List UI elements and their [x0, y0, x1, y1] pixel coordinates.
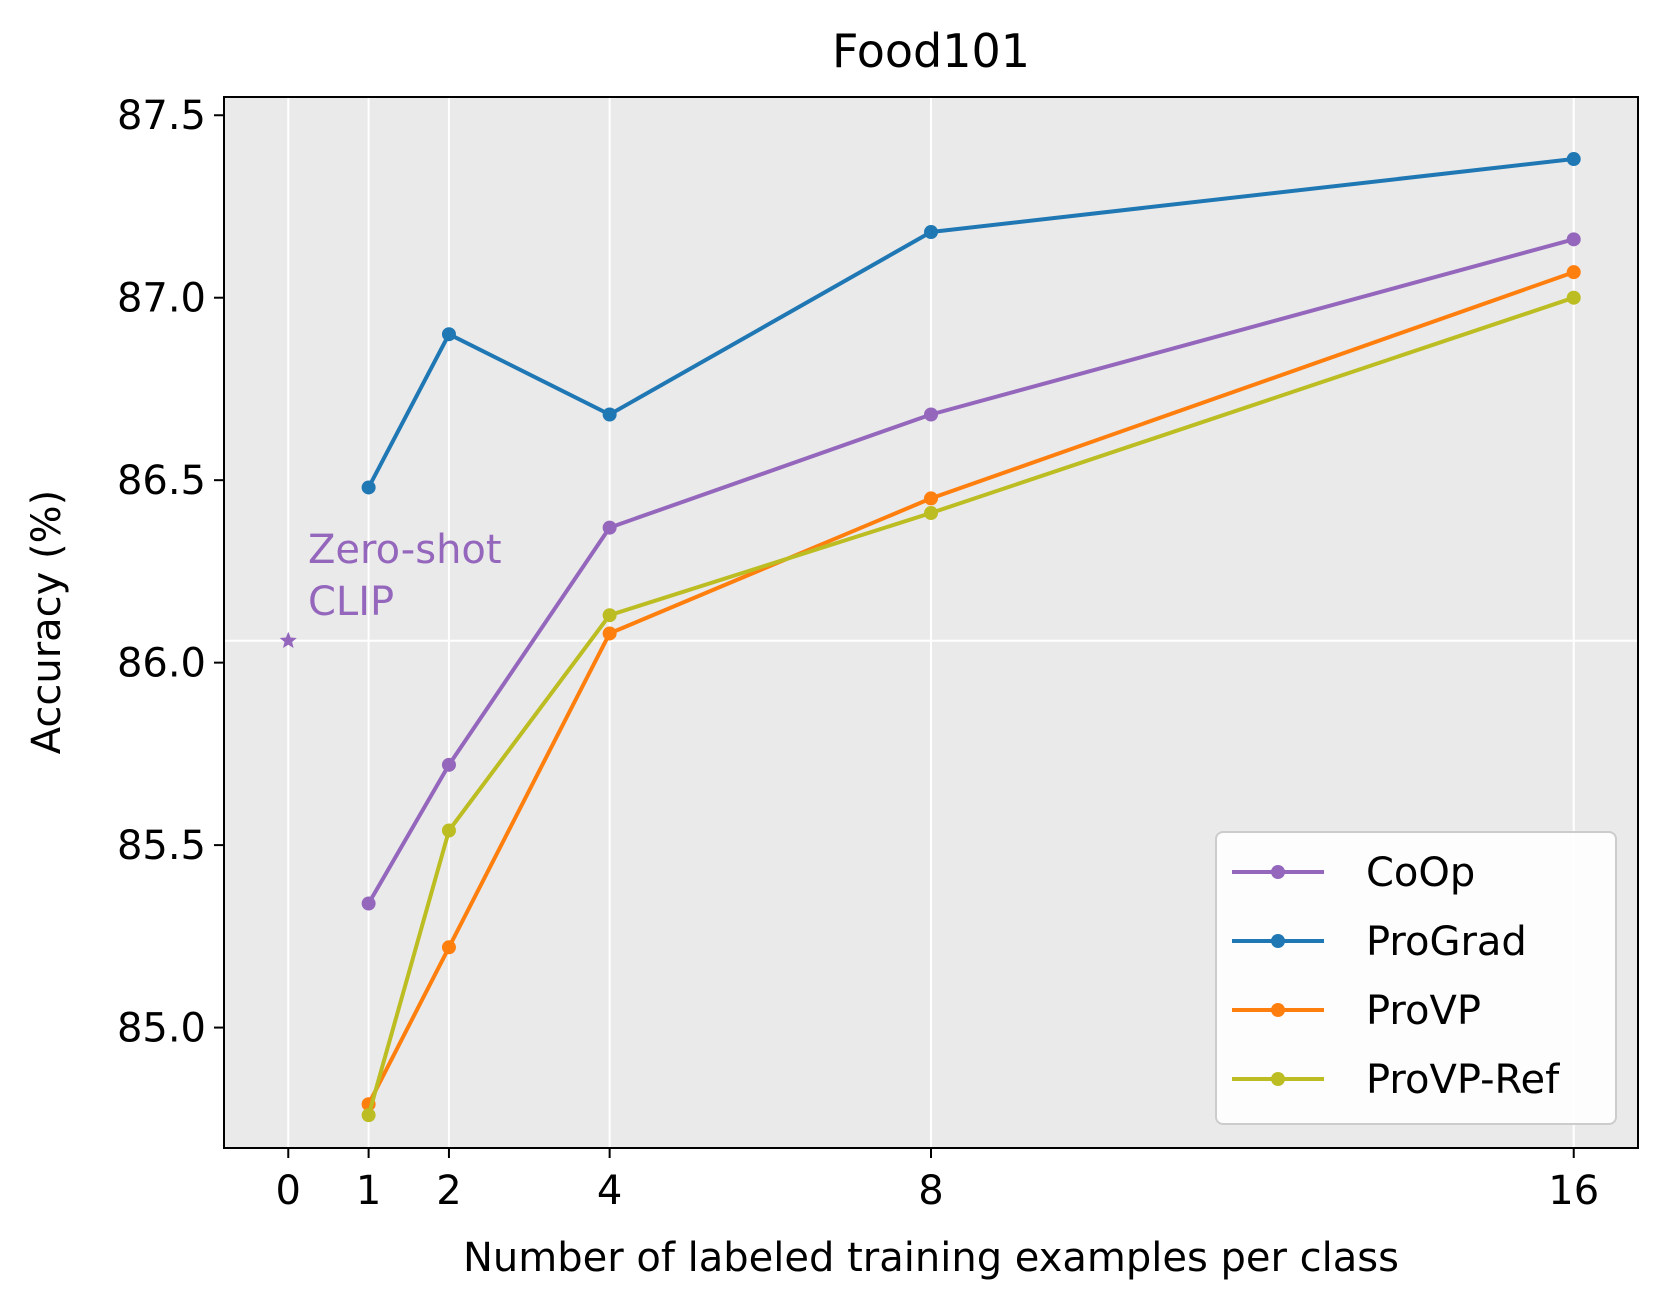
x-tick-label: 4	[597, 1168, 622, 1214]
series-provp-ref	[361, 290, 1581, 1123]
data-point-prograd	[924, 225, 938, 240]
data-point-coop	[1566, 232, 1581, 247]
series-prograd	[361, 152, 1581, 495]
legend-label: ProVP-Ref	[1366, 1057, 1560, 1103]
x-tick-label: 1	[356, 1168, 381, 1214]
legend: CoOp ProGrad ProVP ProVP-Ref	[1215, 831, 1617, 1125]
y-axis-ticks: 85.0 85.5 86.0 86.5 87.0 87.5	[117, 93, 224, 1052]
data-point-prograd	[441, 327, 456, 342]
data-point-provp-ref	[602, 608, 617, 623]
legend-label: CoOp	[1366, 850, 1475, 896]
legend-swatch-marker	[1271, 865, 1285, 879]
legend-box	[1215, 831, 1617, 1125]
y-tick-label: 87.0	[117, 276, 206, 322]
data-point-coop	[602, 520, 617, 535]
y-tick-label: 85.0	[117, 1006, 206, 1052]
data-point-prograd	[602, 407, 617, 422]
y-tick-label: 85.5	[117, 823, 206, 869]
legend-item-provp-ref: ProVP-Ref	[1232, 1057, 1560, 1103]
legend-item-prograd: ProGrad	[1232, 919, 1527, 965]
y-tick-label: 86.5	[117, 458, 206, 504]
chart-title: Food101	[832, 24, 1030, 78]
data-point-prograd	[1566, 152, 1581, 167]
legend-label: ProVP	[1366, 988, 1481, 1034]
series-group	[361, 152, 1581, 1123]
x-axis-label: Number of labeled training examples per …	[463, 1235, 1399, 1281]
data-point-provp	[602, 626, 617, 641]
y-axis-label: Accuracy (%)	[24, 490, 70, 755]
legend-item-provp: ProVP	[1232, 988, 1481, 1034]
x-tick-label: 0	[276, 1168, 301, 1214]
data-point-provp-ref	[924, 506, 938, 521]
x-tick-label: 16	[1548, 1168, 1599, 1214]
zero-shot-group: Zero-shot CLIP	[279, 527, 502, 648]
series-coop	[361, 232, 1581, 911]
legend-swatch-marker	[1271, 1003, 1285, 1017]
data-point-coop	[441, 757, 456, 772]
data-point-provp-ref	[361, 1108, 376, 1123]
x-tick-label: 2	[436, 1168, 461, 1214]
data-point-provp	[924, 491, 938, 506]
x-tick-label: 8	[918, 1168, 943, 1214]
data-point-prograd	[361, 480, 376, 495]
zero-shot-label-line2: CLIP	[308, 579, 394, 625]
y-tick-label: 86.0	[117, 641, 206, 687]
zero-shot-label-line1: Zero-shot	[308, 527, 502, 573]
data-point-coop	[924, 407, 938, 422]
zero-shot-star-marker	[279, 631, 297, 648]
x-axis-ticks: 0 1 2 4 8 16	[276, 1148, 1599, 1214]
data-point-coop	[361, 896, 376, 911]
data-point-provp	[1566, 265, 1581, 280]
legend-swatch-marker	[1271, 934, 1285, 948]
legend-item-coop: CoOp	[1232, 850, 1475, 896]
data-point-provp-ref	[1566, 290, 1581, 305]
data-point-provp	[441, 940, 456, 955]
data-point-provp-ref	[441, 823, 456, 838]
y-tick-label: 87.5	[117, 93, 206, 139]
legend-label: ProGrad	[1366, 919, 1527, 965]
legend-swatch-marker	[1271, 1072, 1285, 1086]
